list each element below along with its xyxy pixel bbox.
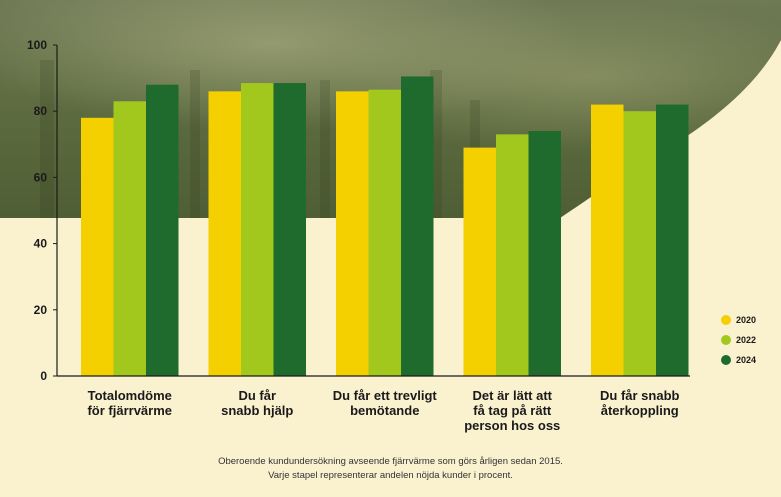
bars: [81, 76, 689, 377]
x-category-label-line: bemötande: [350, 403, 419, 418]
x-category-label-line: få tag på rätt: [473, 403, 552, 418]
y-tick-label: 40: [34, 237, 48, 251]
legend-label: 2022: [736, 335, 756, 345]
bar: [401, 76, 434, 376]
y-tick-label: 100: [27, 38, 47, 52]
x-category-label-line: för fjärrvärme: [87, 403, 172, 418]
y-tick-label: 60: [34, 170, 48, 184]
legend-label: 2024: [736, 355, 756, 365]
bar: [81, 117, 114, 376]
bar: [146, 84, 179, 376]
x-category-label-line: snabb hjälp: [221, 403, 293, 418]
x-category-label-line: Totalomdöme: [88, 388, 172, 403]
bar: [113, 101, 146, 377]
bar: [208, 91, 241, 376]
x-category-label: Totalomdöme för fjärrvärme: [87, 388, 172, 418]
x-category-label-line: Du får: [238, 388, 276, 403]
x-category-label-line: Du får snabb: [600, 388, 680, 403]
x-category-label-line: Det är lätt att: [473, 388, 553, 403]
bar: [241, 83, 274, 376]
footnote-line-2: Varje stapel representerar andelen nöjda…: [268, 470, 513, 481]
bar: [591, 104, 624, 376]
legend-marker: [721, 335, 731, 345]
legend-marker: [721, 315, 731, 325]
x-axis: Totalomdöme för fjärrvärme Du får snabb hjä…: [57, 375, 690, 433]
legend-marker: [721, 355, 731, 365]
x-category-label: Du får snabb återkoppling: [600, 388, 680, 418]
bar: [368, 89, 401, 376]
x-category-label: Det är lätt att få tag på rätt person hos …: [464, 388, 560, 433]
y-tick-label: 80: [34, 104, 48, 118]
x-category-label: Du får ett trevligt bemötande: [333, 388, 438, 418]
legend: 2020 2022 2024: [721, 315, 756, 365]
bar: [623, 111, 656, 376]
y-tick-label: 0: [40, 369, 47, 383]
x-category-label-line: Du får ett trevligt: [333, 388, 438, 403]
bar: [463, 147, 496, 376]
bar: [656, 104, 689, 376]
x-category-label-line: återkoppling: [601, 403, 679, 418]
x-category-label: Du får snabb hjälp: [221, 388, 293, 418]
bar: [336, 91, 369, 376]
footnote: Oberoende kundundersökning avseende fjär…: [0, 455, 781, 483]
x-category-label-line: person hos oss: [464, 418, 560, 433]
legend-label: 2020: [736, 315, 756, 325]
footnote-line-1: Oberoende kundundersökning avseende fjär…: [218, 456, 563, 467]
bar: [528, 131, 561, 376]
bar: [496, 134, 529, 376]
y-axis: 0 20 40 60 80 100: [27, 38, 58, 383]
bar: [273, 83, 306, 376]
y-tick-label: 20: [34, 303, 48, 317]
